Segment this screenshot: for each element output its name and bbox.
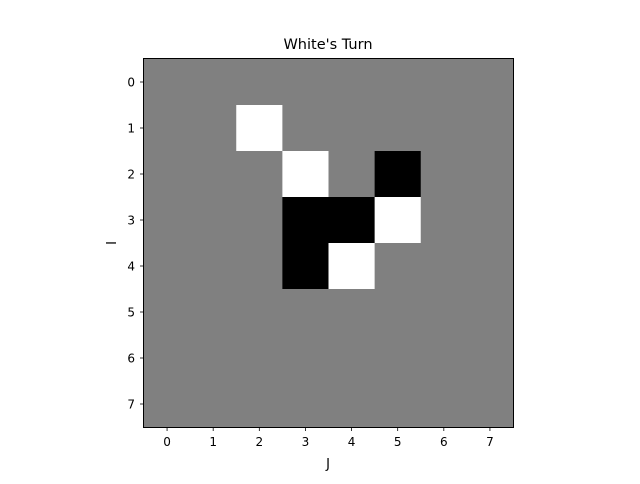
- black-stone-2-5[interactable]: [374, 151, 422, 198]
- empty-cell-0-3[interactable]: [282, 59, 330, 106]
- empty-cell-6-0[interactable]: [144, 335, 191, 382]
- empty-cell-3-2[interactable]: [236, 197, 283, 244]
- empty-cell-6-1[interactable]: [190, 335, 237, 382]
- empty-cell-6-5[interactable]: [374, 335, 422, 382]
- white-stone-4-4[interactable]: [328, 243, 376, 290]
- empty-cell-1-3[interactable]: [282, 105, 330, 152]
- empty-cell-6-4[interactable]: [328, 335, 376, 382]
- empty-cell-4-7[interactable]: [466, 243, 514, 290]
- empty-cell-4-2[interactable]: [236, 243, 283, 290]
- row-axis: 0 1 2 3 4 5 6 7: [127, 76, 144, 412]
- x-tick-label: 0: [163, 435, 171, 449]
- column-axis: 0 1 2 3 4 5 6 7: [163, 427, 494, 449]
- empty-cell-7-2[interactable]: [236, 381, 283, 428]
- empty-cell-6-2[interactable]: [236, 335, 283, 382]
- empty-cell-5-6[interactable]: [420, 289, 468, 336]
- empty-cell-2-0[interactable]: [144, 151, 191, 198]
- black-stone-3-3[interactable]: [282, 197, 330, 244]
- empty-cell-1-1[interactable]: [190, 105, 237, 152]
- black-stone-3-4[interactable]: [328, 197, 376, 244]
- white-stone-3-5[interactable]: [374, 197, 422, 244]
- board-cells: [144, 59, 514, 428]
- empty-cell-3-0[interactable]: [144, 197, 191, 244]
- empty-cell-7-6[interactable]: [420, 381, 468, 428]
- empty-cell-3-6[interactable]: [420, 197, 468, 244]
- y-tick-label: 7: [127, 398, 135, 412]
- empty-cell-0-5[interactable]: [374, 59, 422, 106]
- empty-cell-0-2[interactable]: [236, 59, 283, 106]
- y-tick-label: 4: [127, 260, 135, 274]
- empty-cell-0-6[interactable]: [420, 59, 468, 106]
- x-tick-label: 4: [348, 435, 356, 449]
- empty-cell-0-4[interactable]: [328, 59, 376, 106]
- empty-cell-1-4[interactable]: [328, 105, 376, 152]
- y-tick-label: 3: [127, 214, 135, 228]
- x-axis-label: J: [325, 457, 330, 472]
- black-stone-4-3[interactable]: [282, 243, 330, 290]
- x-tick-label: 5: [394, 435, 402, 449]
- white-stone-1-2[interactable]: [236, 105, 283, 152]
- empty-cell-5-4[interactable]: [328, 289, 376, 336]
- empty-cell-4-5[interactable]: [374, 243, 422, 290]
- empty-cell-5-5[interactable]: [374, 289, 422, 336]
- empty-cell-6-3[interactable]: [282, 335, 330, 382]
- empty-cell-2-2[interactable]: [236, 151, 283, 198]
- empty-cell-1-6[interactable]: [420, 105, 468, 152]
- empty-cell-1-0[interactable]: [144, 105, 191, 152]
- empty-cell-5-2[interactable]: [236, 289, 283, 336]
- empty-cell-3-7[interactable]: [466, 197, 514, 244]
- empty-cell-5-3[interactable]: [282, 289, 330, 336]
- empty-cell-7-1[interactable]: [190, 381, 237, 428]
- empty-cell-0-1[interactable]: [190, 59, 237, 106]
- x-tick-label: 2: [255, 435, 263, 449]
- white-stone-2-3[interactable]: [282, 151, 330, 198]
- y-tick-label: 0: [127, 76, 135, 90]
- board-frame: [143, 58, 514, 428]
- empty-cell-1-7[interactable]: [466, 105, 514, 152]
- empty-cell-2-6[interactable]: [420, 151, 468, 198]
- empty-cell-5-1[interactable]: [190, 289, 237, 336]
- empty-cell-7-3[interactable]: [282, 381, 330, 428]
- empty-cell-2-7[interactable]: [466, 151, 514, 198]
- empty-cell-6-6[interactable]: [420, 335, 468, 382]
- empty-cell-6-7[interactable]: [466, 335, 514, 382]
- empty-cell-7-7[interactable]: [466, 381, 514, 428]
- empty-cell-1-5[interactable]: [374, 105, 422, 152]
- y-tick-label: 6: [127, 352, 135, 366]
- empty-cell-4-1[interactable]: [190, 243, 237, 290]
- empty-cell-7-0[interactable]: [144, 381, 191, 428]
- empty-cell-7-4[interactable]: [328, 381, 376, 428]
- empty-cell-4-0[interactable]: [144, 243, 191, 290]
- empty-cell-0-7[interactable]: [466, 59, 514, 106]
- empty-cell-7-5[interactable]: [374, 381, 422, 428]
- x-tick-label: 6: [440, 435, 448, 449]
- x-tick-label: 1: [209, 435, 217, 449]
- empty-cell-4-6[interactable]: [420, 243, 468, 290]
- x-tick-label: 7: [486, 435, 494, 449]
- y-tick-label: 5: [127, 306, 135, 320]
- empty-cell-0-0[interactable]: [144, 59, 191, 106]
- board-title: White's Turn: [283, 37, 372, 53]
- empty-cell-5-0[interactable]: [144, 289, 191, 336]
- x-tick-label: 3: [302, 435, 310, 449]
- y-axis-label: I: [105, 241, 120, 245]
- empty-cell-2-4[interactable]: [328, 151, 376, 198]
- y-tick-label: 2: [127, 168, 135, 182]
- empty-cell-2-1[interactable]: [190, 151, 237, 198]
- empty-cell-3-1[interactable]: [190, 197, 237, 244]
- empty-cell-5-7[interactable]: [466, 289, 514, 336]
- y-tick-label: 1: [127, 122, 135, 136]
